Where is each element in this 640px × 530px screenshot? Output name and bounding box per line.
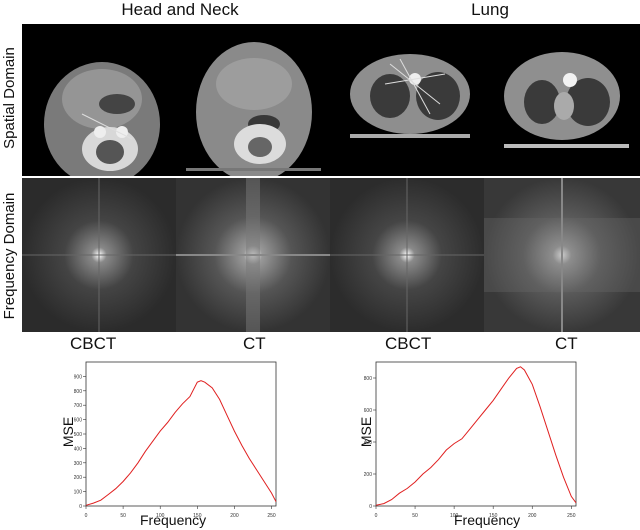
y-tick-label-7: 700 <box>74 403 82 409</box>
row-label-spatial: Spatial Domain <box>1 47 18 149</box>
frequency-panel-hn-cbct <box>22 178 176 332</box>
frequency-image-lung-cbct <box>330 178 484 332</box>
spatial-image-hn-ct <box>186 42 321 176</box>
x-tick-label-3: 150 <box>193 513 202 519</box>
y-tick-label-2: 400 <box>364 440 372 446</box>
spatial-panel-hn-ct <box>176 24 330 176</box>
row-label-frequency: Frequency Domain <box>1 192 18 320</box>
y-tick-label-4: 400 <box>74 446 82 452</box>
x-tick-label-0: 0 <box>85 513 88 519</box>
x-axis-label-lung: Frequency <box>454 512 521 528</box>
column-title-lung: Lung <box>471 0 509 19</box>
y-tick-label-3: 300 <box>74 461 82 467</box>
y-tick-label-0: 0 <box>79 504 82 510</box>
mse-line-series <box>375 366 577 506</box>
label-hn-cbct: CBCT <box>70 334 117 353</box>
x-tick-label-0: 0 <box>375 513 378 519</box>
frequency-image-hn-ct <box>176 178 330 332</box>
spatial-panel-lung-cbct <box>330 24 484 176</box>
x-tick-label-3: 150 <box>489 513 498 519</box>
y-tick-label-4: 800 <box>364 376 372 382</box>
x-tick-label-2: 100 <box>156 513 165 519</box>
y-axis-label-lung: MSE <box>358 416 374 448</box>
spatial-panel-lung-ct <box>484 24 640 176</box>
mse-chart-svg-head-neck: 0 50 100 150 200 250 0 100 200 300 400 500 600 700 800… <box>74 361 277 519</box>
x-tick-label-4: 200 <box>230 513 239 519</box>
y-tick-label-5: 500 <box>74 432 82 438</box>
label-hn-ct: CT <box>243 334 266 353</box>
spatial-panel-hn-cbct <box>22 24 176 176</box>
spatial-image-lung-ct <box>504 52 629 148</box>
y-tick-label-6: 600 <box>74 418 82 424</box>
x-tick-label-1: 50 <box>412 513 418 519</box>
label-lung-cbct: CBCT <box>385 334 432 353</box>
x-tick-label-5: 250 <box>267 513 276 519</box>
mse-chart-lung: 0 50 100 150 200 250 0 200 400 600 800 <box>364 358 584 530</box>
x-tick-label-4: 200 <box>528 513 537 519</box>
x-tick-label-2: 100 <box>450 513 459 519</box>
y-tick-label-1: 200 <box>364 472 372 478</box>
x-axis-label-head-neck: Frequency <box>140 512 207 528</box>
y-tick-label-9: 900 <box>74 374 82 380</box>
plot-frame <box>85 361 277 507</box>
x-tick-label-5: 250 <box>567 513 576 519</box>
plot-frame <box>375 361 577 507</box>
y-tick-label-2: 200 <box>74 475 82 481</box>
y-tick-label-0: 0 <box>369 504 372 510</box>
frequency-panel-lung-cbct <box>330 178 484 332</box>
x-tick-label-1: 50 <box>120 513 126 519</box>
mse-chart-svg-lung: 0 50 100 150 200 250 0 200 400 600 800 <box>364 361 577 519</box>
y-tick-label-3: 600 <box>364 408 372 414</box>
spatial-image-hn-cbct <box>44 62 160 176</box>
column-title-head-neck: Head and Neck <box>121 0 239 19</box>
y-tick-label-1: 100 <box>74 490 82 496</box>
spatial-image-lung-cbct <box>350 54 470 138</box>
frequency-image-lung-ct <box>484 178 640 332</box>
frequency-panel-hn-ct <box>176 178 330 332</box>
mse-chart-head-neck: 0 50 100 150 200 250 0 100 200 300 400 500 600 700 800… <box>74 358 284 530</box>
y-tick-label-8: 800 <box>74 389 82 395</box>
frequency-panel-lung-ct <box>484 178 640 332</box>
y-axis-label-head-neck: MSE <box>60 416 76 448</box>
label-lung-ct: CT <box>555 334 578 353</box>
mse-line-series <box>85 380 277 506</box>
frequency-image-hn-cbct <box>22 178 176 332</box>
